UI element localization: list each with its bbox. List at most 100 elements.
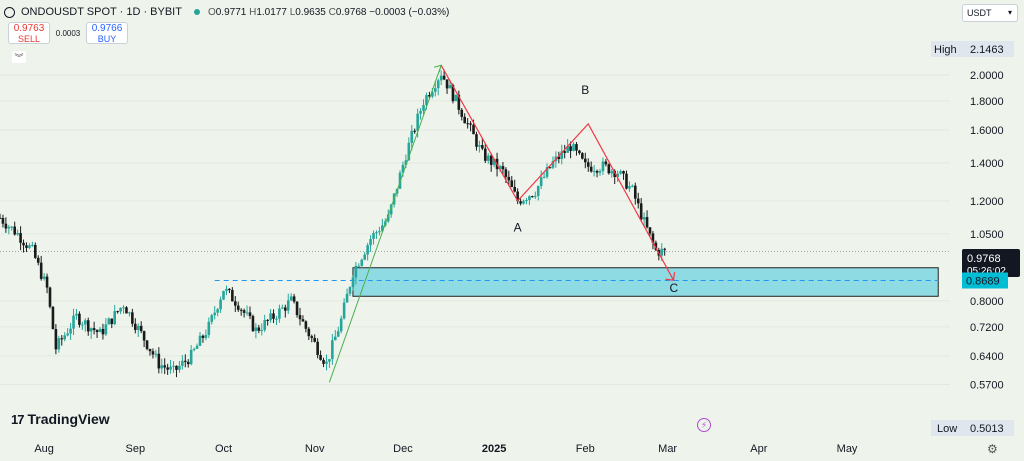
candle-body xyxy=(110,318,114,325)
candle-body xyxy=(57,338,61,350)
candle-body xyxy=(401,164,405,173)
currency-label: USDT xyxy=(967,8,992,18)
candle-body xyxy=(181,360,184,366)
candle-body xyxy=(210,315,214,322)
x-tick-label: May xyxy=(837,443,858,455)
candle-body xyxy=(457,94,461,110)
candle-body xyxy=(119,307,122,312)
lightning-icon[interactable]: ⚡ xyxy=(697,418,711,432)
x-tick-label: Aug xyxy=(34,443,54,455)
candle-body xyxy=(416,113,419,131)
correction-arrowhead xyxy=(665,272,676,281)
x-tick-label: Sep xyxy=(126,443,146,455)
tradingview-logo[interactable]: 17 TradingView xyxy=(11,411,110,427)
candle-body xyxy=(486,155,490,161)
candle-body xyxy=(404,160,408,165)
candle-body xyxy=(242,310,246,313)
candle-body xyxy=(72,315,75,329)
candle-body xyxy=(354,265,358,278)
collapse-chevron-icon[interactable]: ︾ xyxy=(12,51,26,63)
candle-body xyxy=(219,299,222,310)
candle-body xyxy=(325,361,328,364)
candle-body xyxy=(351,277,355,288)
gear-icon[interactable]: ⚙ xyxy=(987,442,998,456)
candle-body xyxy=(345,293,349,303)
candle-body xyxy=(381,225,384,232)
candle-body xyxy=(319,354,322,360)
candle-body xyxy=(439,75,443,81)
candle-body xyxy=(481,145,484,149)
candle-body xyxy=(454,94,458,102)
candle-body xyxy=(139,325,143,332)
candle-body xyxy=(248,312,252,317)
candle-body xyxy=(163,365,167,368)
y-tick-label: 2.0000 xyxy=(970,70,1004,82)
candle-body xyxy=(407,142,411,161)
change-value: −0.0003 (−0.03%) xyxy=(369,6,450,18)
candle-body xyxy=(19,233,22,243)
candle-body xyxy=(22,242,25,246)
candle-body xyxy=(16,233,19,235)
last-price-badge xyxy=(962,249,1020,277)
countdown-label: 05:26:02 xyxy=(967,266,1006,277)
sell-button[interactable]: 0.9763 SELL xyxy=(8,22,50,44)
candle-body xyxy=(86,320,90,332)
sell-label: SELL xyxy=(17,34,41,44)
candle-body xyxy=(283,307,287,311)
high-value: 2.1463 xyxy=(970,44,1004,56)
candle-body xyxy=(328,359,331,362)
candle-body xyxy=(569,146,572,151)
candle-body xyxy=(336,331,340,337)
candle-body xyxy=(581,153,584,159)
candle-body xyxy=(304,321,308,329)
candle-body xyxy=(175,365,178,370)
candle-body xyxy=(645,217,649,228)
candle-body xyxy=(236,305,240,310)
candle-body xyxy=(610,170,614,174)
candle-body xyxy=(125,307,128,314)
candle-body xyxy=(545,167,549,177)
candle-body xyxy=(128,312,131,314)
candle-body xyxy=(339,318,343,332)
candle-body xyxy=(428,95,431,97)
candle-body xyxy=(28,245,31,248)
buy-button[interactable]: 0.9766 BUY xyxy=(86,22,128,44)
candle-body xyxy=(51,306,55,330)
candle-body xyxy=(360,259,364,266)
currency-select[interactable]: USDT ▾ xyxy=(962,4,1018,22)
candle-body xyxy=(83,320,87,325)
candle-body xyxy=(207,321,211,335)
y-tick-label: 0.8000 xyxy=(970,296,1004,308)
candle-body xyxy=(460,109,464,117)
candle-body xyxy=(375,232,378,234)
candle-body xyxy=(239,309,243,311)
candle-body xyxy=(1,218,5,224)
y-tick-label: 1.2000 xyxy=(970,196,1004,208)
candle-body xyxy=(213,312,217,316)
low-value: 0.5013 xyxy=(970,423,1004,435)
impulse-trend-line[interactable] xyxy=(328,65,442,383)
candle-body xyxy=(316,341,319,355)
candle-body xyxy=(136,325,140,330)
candle-body xyxy=(663,248,667,250)
candle-body xyxy=(31,244,34,246)
candle-body xyxy=(528,196,531,200)
candle-body xyxy=(63,335,67,340)
sell-price: 0.9763 xyxy=(13,23,45,34)
candle-body xyxy=(278,308,281,319)
candle-body xyxy=(95,330,99,333)
candle-body xyxy=(586,162,590,167)
candle-body xyxy=(13,226,17,235)
candle-body xyxy=(54,329,58,350)
abc-correction-line[interactable] xyxy=(440,64,675,281)
candle-body xyxy=(313,337,317,342)
candle-body xyxy=(189,349,193,365)
candle-body xyxy=(154,353,158,355)
symbol-title[interactable]: ONDOUSDT SPOT · 1D · BYBIT xyxy=(21,6,182,18)
candle-body xyxy=(231,290,234,302)
candle-body xyxy=(116,311,119,313)
x-tick-label: Oct xyxy=(215,443,232,455)
demand-zone[interactable] xyxy=(352,267,939,297)
candle-body xyxy=(510,180,514,187)
